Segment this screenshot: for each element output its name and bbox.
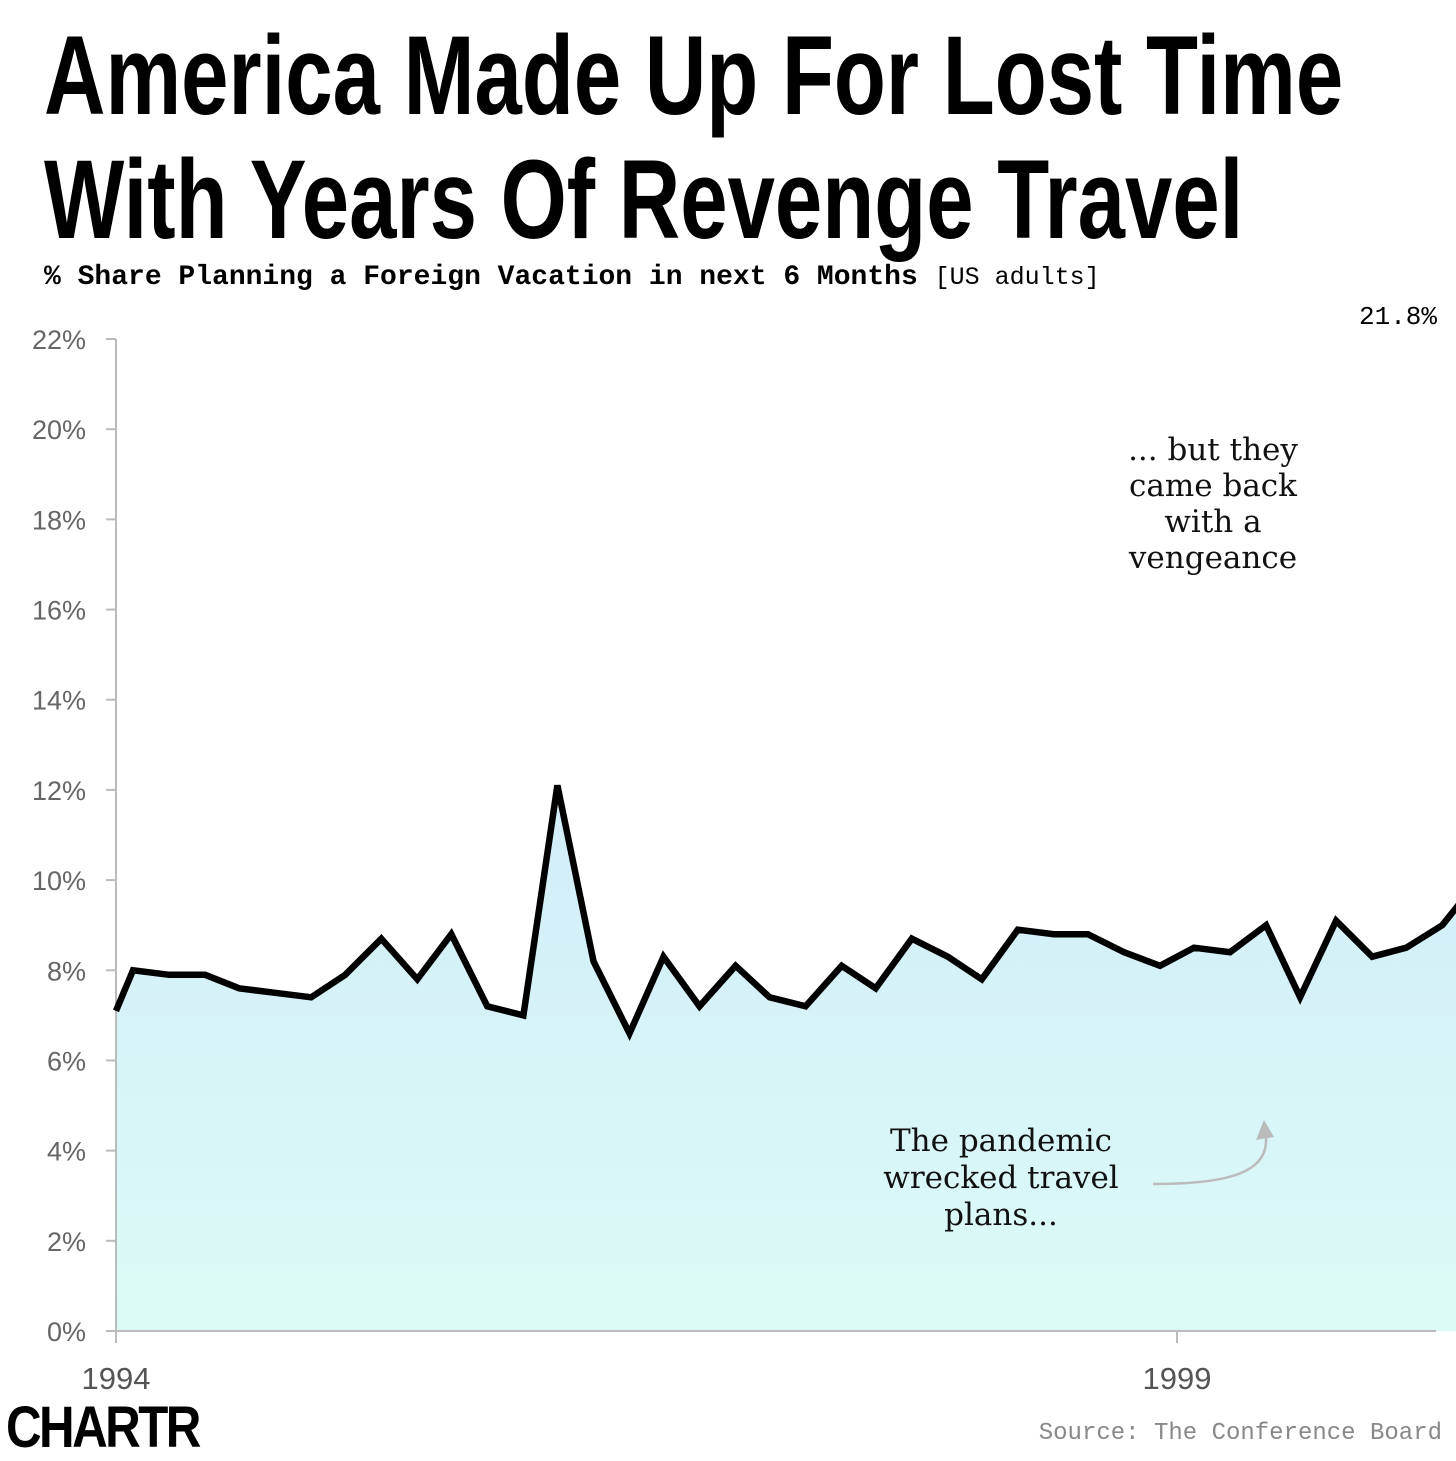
subtitle-unit: [US adults]: [934, 263, 1100, 292]
y-tick-label: 20%: [32, 415, 86, 445]
annotation-pandemic-line: wrecked travel: [883, 1160, 1118, 1196]
y-tick-label: 0%: [47, 1317, 86, 1347]
y-tick-label: 6%: [47, 1046, 86, 1076]
series-line: [113, 784, 1456, 1042]
chart-subtitle: % Share Planning a Foreign Vacation in n…: [44, 262, 1100, 293]
annotation-comeback-line: with a: [1164, 504, 1261, 540]
peak-label: 21.8%: [1359, 302, 1437, 332]
title-line-2: With Years Of Revenge Travel: [44, 137, 1244, 262]
annotation-comeback-line: came back: [1129, 468, 1297, 504]
x-tick-label: 1994: [82, 1361, 151, 1396]
annotation-arrowhead: [1256, 1120, 1274, 1140]
y-tick-label: 10%: [32, 866, 86, 896]
y-tick-label: 22%: [32, 325, 86, 355]
subtitle-text: % Share Planning a Foreign Vacation in n…: [44, 262, 918, 293]
y-tick-label: 8%: [47, 956, 86, 986]
y-tick-label: 2%: [47, 1227, 86, 1257]
annotation-comeback-line: vengeance: [1128, 540, 1297, 576]
annotation-pandemic-line: The pandemic: [890, 1123, 1112, 1159]
area-fill: [116, 785, 1456, 1331]
annotation-arrow: [1152, 1137, 1268, 1186]
y-tick-label: 4%: [47, 1137, 86, 1167]
x-tick-label: 1999: [1143, 1361, 1212, 1396]
annotation-comeback-line: ... but they: [1128, 432, 1298, 468]
y-tick-label: 12%: [32, 776, 86, 806]
source-note: Source: The Conference Board: [1038, 1420, 1442, 1447]
y-tick-label: 18%: [32, 505, 86, 535]
y-tick-label: 14%: [32, 686, 86, 716]
plot-area: 0% 2% 4% 6% 8% 10% 12% 14% 16% 18% 20% 22% 1994 1999 2…: [32, 302, 1456, 1396]
y-tick-label: 16%: [32, 596, 86, 626]
chartr-logo: CHARTR: [6, 1395, 201, 1460]
annotation-pandemic-line: plans...: [944, 1197, 1058, 1233]
